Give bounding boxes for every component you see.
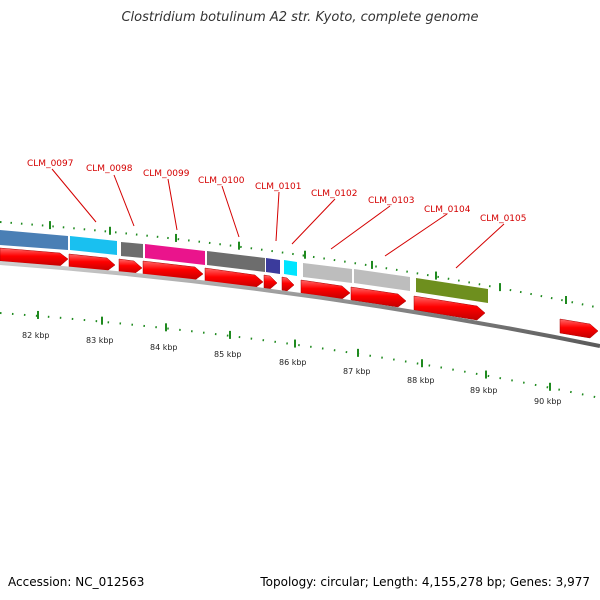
cog-band-segment — [416, 278, 488, 303]
kbp-label: 87 kbp — [343, 367, 371, 376]
gene-label: CLM_0098 — [86, 164, 133, 174]
kbp-label-group: 82 kbp 83 kbp 84 kbp 85 kbp 86 kbp 87 kb… — [22, 331, 562, 406]
gene-label: CLM_0099 — [143, 169, 190, 179]
cds-arrow — [263, 274, 278, 290]
kbp-label: 85 kbp — [214, 350, 242, 359]
outer-tick-ring — [0, 221, 600, 309]
cds-arrow — [559, 318, 599, 339]
cds-arrow — [118, 258, 143, 275]
kbp-label: 88 kbp — [407, 376, 435, 385]
cog-band-segment — [284, 260, 297, 276]
cog-band-segment — [207, 251, 265, 272]
cog-band-segment — [145, 244, 205, 265]
cog-band-segment — [121, 242, 143, 258]
cds-arrow — [142, 260, 204, 281]
cds-arrow — [300, 279, 351, 300]
cog-band-segment — [70, 236, 117, 255]
kbp-label: 90 kbp — [534, 397, 562, 406]
gene-label: CLM_0097 — [27, 159, 73, 169]
kbp-label: 83 kbp — [86, 336, 114, 345]
cog-band-segment — [354, 269, 410, 291]
gene-label: CLM_0105 — [480, 214, 526, 224]
cog-band-segment — [303, 263, 352, 283]
gene-label: CLM_0102 — [311, 189, 357, 199]
kbp-label: 86 kbp — [279, 358, 307, 367]
map-title: Clostridium botulinum A2 str. Kyoto, com… — [121, 10, 479, 25]
accession-text: Accession: NC_012563 — [8, 575, 145, 589]
cds-arrow — [281, 276, 295, 292]
gene-label: CLM_0104 — [424, 205, 471, 215]
inner-tick-ring — [0, 310, 600, 399]
kbp-label: 82 kbp — [22, 331, 50, 340]
genome-summary-text: Topology: circular; Length: 4,155,278 bp… — [260, 575, 590, 589]
kbp-label: 89 kbp — [470, 386, 498, 395]
kbp-label: 84 kbp — [150, 343, 178, 352]
gene-label: CLM_0103 — [368, 196, 414, 206]
cds-arrow-track — [0, 247, 599, 339]
cds-arrow — [413, 295, 486, 321]
cog-band-segment — [0, 230, 68, 250]
gene-label: CLM_0101 — [255, 182, 301, 192]
gene-label-group: CLM_0097 CLM_0098 CLM_0099 CLM_0100 CLM_… — [27, 159, 526, 269]
genome-backbone — [0, 261, 600, 348]
cds-arrow — [0, 247, 69, 267]
cog-band-segment — [266, 258, 280, 274]
cog-band-track — [0, 230, 488, 303]
gene-label: CLM_0100 — [198, 176, 245, 186]
cds-arrow — [350, 286, 407, 308]
cds-arrow — [68, 253, 116, 272]
